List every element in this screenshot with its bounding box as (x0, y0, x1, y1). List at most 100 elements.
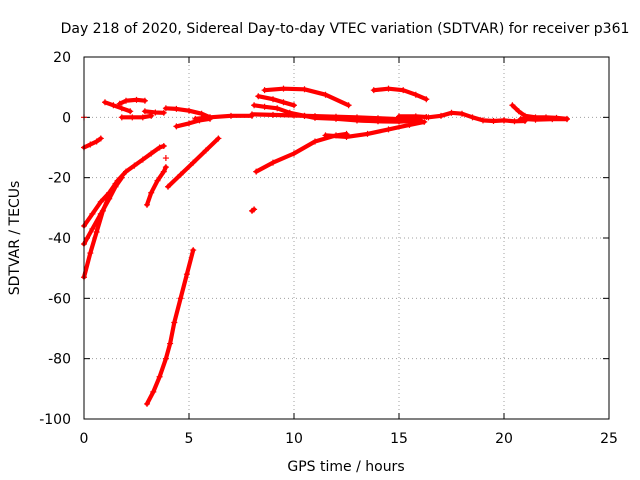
series-arc-12 (165, 135, 222, 190)
y-tick-label: -60 (48, 291, 71, 307)
data-point (207, 114, 213, 121)
data-point (385, 126, 392, 133)
y-tick-label: -100 (39, 412, 71, 428)
series-arc-30 (517, 115, 570, 123)
data-point (139, 156, 146, 163)
y-axis-label: SDTVAR / TECUs (7, 181, 23, 296)
data-point (97, 198, 104, 205)
data-point (133, 96, 140, 103)
series-arc-07 (116, 96, 148, 107)
series-line (174, 116, 213, 129)
y-tick-label: -80 (48, 352, 71, 368)
data-point (118, 105, 125, 112)
data-point (291, 102, 297, 109)
data-point (511, 118, 518, 125)
series-arc-27 (425, 109, 507, 124)
data-point (412, 91, 419, 98)
data-point (515, 108, 522, 115)
data-point (112, 180, 119, 187)
data-point (249, 111, 255, 118)
data-point (162, 105, 169, 112)
data-point (139, 114, 146, 121)
data-point (280, 85, 287, 92)
x-tick-label: 5 (185, 431, 194, 447)
y-tick-label: 0 (62, 110, 71, 126)
data-point (423, 96, 430, 103)
series-line (119, 113, 154, 120)
series-line (117, 97, 147, 106)
data-point (312, 114, 318, 121)
data-point (144, 201, 150, 208)
data-point (270, 159, 276, 166)
series-line (102, 100, 133, 114)
data-point (459, 110, 465, 117)
series-line (256, 94, 297, 108)
data-point (177, 295, 184, 302)
x-tick-label: 0 (80, 431, 89, 447)
series-arc-05 (102, 99, 134, 115)
data-point (261, 103, 268, 110)
data-point (549, 116, 556, 123)
data-series (81, 85, 570, 407)
data-point (412, 113, 419, 120)
data-point (141, 108, 148, 115)
data-point (87, 141, 94, 148)
data-point (509, 102, 516, 109)
data-point (469, 114, 476, 121)
data-point (480, 117, 486, 124)
data-point (173, 105, 180, 112)
data-point (255, 93, 262, 100)
data-point (251, 102, 258, 109)
x-tick-label: 25 (600, 431, 618, 447)
series-line (396, 114, 429, 120)
series-arc-06 (118, 112, 155, 121)
data-point (93, 228, 100, 235)
data-point (301, 112, 308, 119)
data-point (99, 207, 106, 214)
data-point (160, 142, 167, 149)
series-line (81, 143, 166, 228)
data-point (186, 107, 192, 114)
data-point (322, 132, 329, 139)
data-point (93, 138, 100, 145)
x-tick-label: 15 (390, 431, 408, 447)
series-arc-16 (249, 206, 258, 214)
y-tick-labels: -100 -80 -60 -40 -20 0 20 (39, 50, 71, 428)
data-point (253, 168, 260, 175)
series-line (81, 136, 103, 150)
series-line (262, 86, 351, 108)
data-point (190, 159, 197, 166)
data-point (131, 162, 138, 169)
data-point (425, 114, 432, 121)
data-point (421, 118, 428, 125)
data-point (118, 114, 125, 121)
data-point (156, 144, 163, 151)
data-point (333, 115, 339, 122)
data-point (490, 117, 497, 124)
data-point (160, 109, 167, 116)
data-point (400, 87, 407, 94)
data-point (396, 118, 402, 125)
data-point (270, 96, 276, 103)
data-point (215, 135, 222, 142)
y-tick-label: -40 (48, 231, 71, 247)
data-point (396, 113, 402, 120)
chart-title: Day 218 of 2020, Sidereal Day-to-day VTE… (61, 21, 630, 37)
data-point (162, 355, 169, 362)
data-point (354, 117, 360, 124)
data-point (192, 115, 199, 122)
series-line (254, 131, 349, 174)
data-point (141, 97, 148, 104)
data-point (148, 150, 155, 157)
data-point (110, 102, 117, 109)
data-point (171, 319, 178, 326)
data-point (144, 400, 150, 407)
x-tick-label: 20 (495, 431, 513, 447)
y-tick-label: -20 (48, 171, 71, 187)
data-point (160, 168, 167, 175)
data-point (154, 177, 161, 184)
data-point (375, 118, 381, 125)
x-tick-label: 10 (285, 431, 303, 447)
series-arc-04 (81, 180, 119, 281)
